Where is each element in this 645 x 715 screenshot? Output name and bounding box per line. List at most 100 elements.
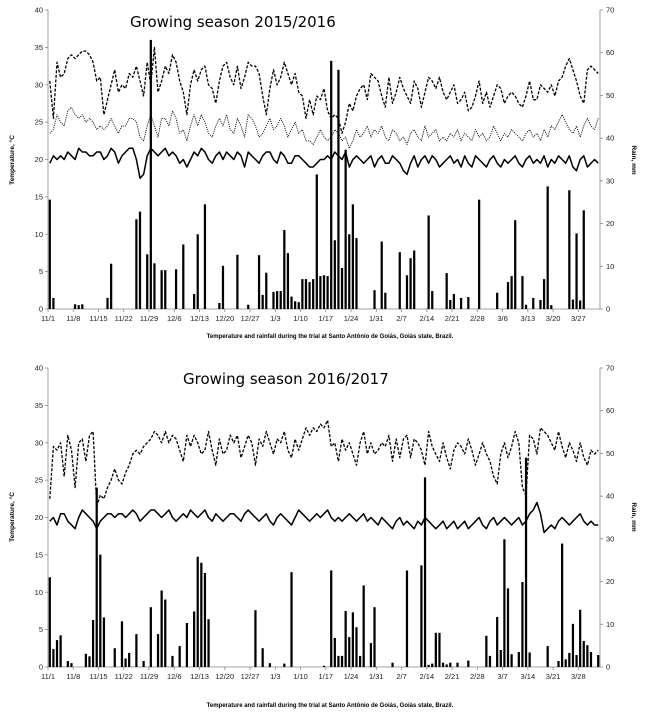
y-tick-label: 35 <box>35 401 43 410</box>
rain-bar <box>95 487 98 667</box>
x-tick-label: 1/3 <box>270 314 280 323</box>
rain-bar <box>517 652 520 667</box>
y2-tick-label: 20 <box>606 219 614 228</box>
rain-bar <box>73 304 77 309</box>
rain-bar <box>272 291 275 309</box>
rain-bar <box>351 612 354 667</box>
rain-bar <box>514 220 517 309</box>
chart-caption: Temperature and rainfall during the tria… <box>207 703 454 709</box>
x-tick-label: 2/7 <box>396 314 406 323</box>
rain-bar <box>568 190 571 309</box>
temp-min-line <box>49 501 599 534</box>
rain-bar <box>312 279 315 309</box>
rain-bar <box>333 637 336 667</box>
rain-bar <box>304 279 308 309</box>
rain-bar <box>185 623 189 667</box>
rain-bar <box>66 661 69 667</box>
chart-panel-2015-2016: Growing season 2015/2016 Temperature, °C… <box>8 6 637 341</box>
rain-bar <box>579 300 582 309</box>
y2-tick-label: 40 <box>606 492 614 501</box>
rain-bar <box>178 646 181 667</box>
y-tick-label: 15 <box>35 192 43 201</box>
x-tick-label: 12/27 <box>241 672 260 681</box>
rain-bar <box>135 634 138 667</box>
y-tick-label: 20 <box>35 513 43 522</box>
rain-bar <box>506 282 510 309</box>
rain-bar <box>182 244 185 309</box>
temp-mean-line <box>49 106 599 149</box>
y-tick-label: 30 <box>35 438 43 447</box>
rain-bar <box>355 238 358 309</box>
rain-bar <box>445 664 448 667</box>
y2-tick-label: 50 <box>606 449 614 458</box>
rain-bar <box>135 219 138 309</box>
rain-bar <box>283 663 286 667</box>
rain-bar <box>146 254 149 309</box>
rain-bar <box>286 253 290 309</box>
rain-bar <box>106 297 109 309</box>
rain-bar <box>171 655 174 667</box>
rain-bar <box>582 210 585 309</box>
rain-bar <box>315 174 318 309</box>
rain-bar <box>160 590 163 667</box>
y2-tick-label: 10 <box>606 262 614 271</box>
y2-tick-label: 10 <box>606 620 614 629</box>
rain-bar <box>247 304 250 309</box>
rain-bar <box>192 294 196 309</box>
rain-bar <box>546 646 549 667</box>
rain-bar <box>221 265 225 309</box>
x-tick-label: 12/27 <box>241 314 260 323</box>
rain-bar <box>326 276 329 309</box>
rain-bar <box>192 611 196 667</box>
chart-title: Growing season 2016/2017 <box>183 370 389 388</box>
rain-bar <box>268 663 272 667</box>
x-tick-label: 12/13 <box>190 672 209 681</box>
rain-bar <box>322 275 326 309</box>
rain-bar <box>355 627 358 667</box>
y2-tick-label: 60 <box>606 48 614 57</box>
x-tick-label: 11/29 <box>140 672 158 681</box>
x-tick-label: 2/14 <box>420 672 435 681</box>
y2-tick-label: 0 <box>606 663 610 672</box>
rain-bar <box>337 655 340 667</box>
rain-bar <box>488 655 492 667</box>
rain-bar <box>120 621 124 667</box>
rain-bar <box>467 660 470 667</box>
rain-bar <box>431 291 434 309</box>
rain-bar <box>597 655 600 667</box>
rain-bar <box>59 635 62 667</box>
y-axis-title-temperature: Temperature, °C <box>8 135 16 185</box>
rain-bar <box>138 211 142 309</box>
rain-bar <box>196 234 199 309</box>
rain-bar <box>496 292 499 309</box>
rain-bar <box>420 565 423 667</box>
rain-bar <box>449 662 452 667</box>
x-tick-label: 3/27 <box>571 314 586 323</box>
rain-bar <box>340 655 344 667</box>
rain-bar <box>524 457 528 667</box>
rain-bar <box>254 610 257 667</box>
rain-bar <box>174 269 178 309</box>
rain-bar <box>84 653 88 667</box>
rain-bar <box>142 661 145 667</box>
rain-bar <box>340 267 344 309</box>
rain-bar <box>265 272 268 309</box>
rain-bar <box>506 588 510 667</box>
rain-bar <box>568 652 571 667</box>
rain-bar <box>294 301 297 309</box>
rain-bar <box>196 556 199 667</box>
rain-bar <box>164 270 167 309</box>
temp-max-line <box>49 419 599 507</box>
y-axis-title-rain: Rain, mm <box>630 502 637 531</box>
rain-bar <box>532 297 535 309</box>
rain-bar <box>409 258 412 309</box>
rain-bar <box>362 585 365 667</box>
rain-bar <box>441 662 445 667</box>
rain-bar <box>431 663 434 667</box>
rain-bar <box>156 634 160 667</box>
rain-bar <box>290 572 293 667</box>
rain-bar <box>330 570 333 667</box>
rain-bar <box>283 229 286 309</box>
rain-bar <box>55 640 59 667</box>
rain-bar <box>344 611 347 667</box>
